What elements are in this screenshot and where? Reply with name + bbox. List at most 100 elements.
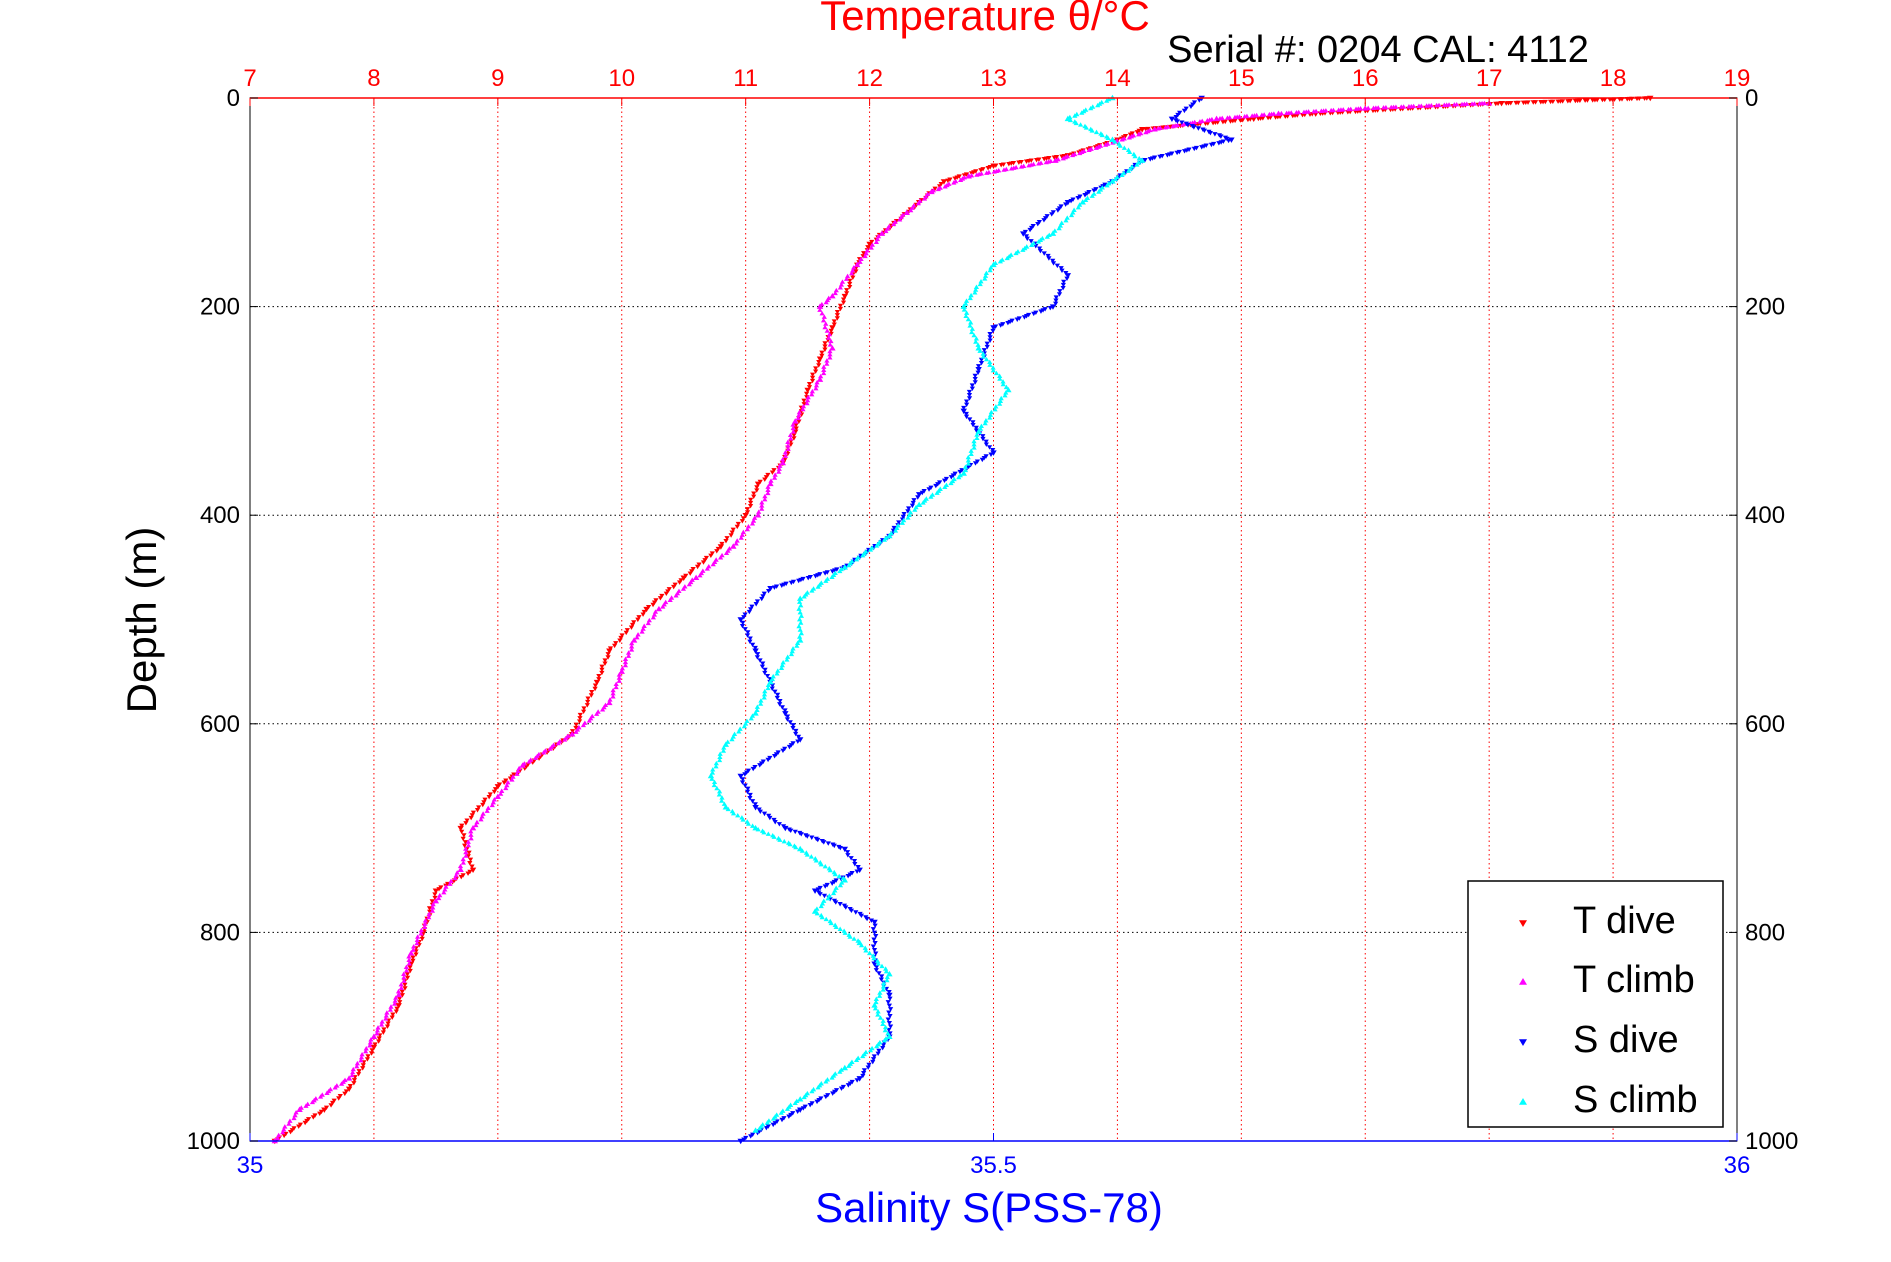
data-point (973, 336, 979, 341)
data-point (602, 658, 608, 663)
depth-tick-label-left: 200 (200, 294, 240, 321)
data-point (713, 760, 719, 766)
x-axis-title-salinity: Salinity S(PSS-78) (815, 1184, 1163, 1231)
legend-marker-s-climb (1519, 1098, 1527, 1105)
data-point (1157, 154, 1163, 160)
data-point (813, 366, 819, 371)
data-point (993, 370, 1000, 376)
data-point (395, 988, 402, 994)
data-point (1033, 158, 1040, 163)
data-point (713, 763, 719, 769)
data-point (1072, 113, 1078, 118)
data-point (823, 916, 829, 922)
data-point (401, 974, 407, 980)
data-point (965, 461, 971, 466)
data-point (886, 532, 893, 539)
data-point (990, 328, 996, 334)
data-point (1255, 116, 1261, 122)
data-point (1572, 98, 1578, 104)
data-point (1044, 234, 1050, 239)
data-point (829, 325, 836, 331)
data-point (884, 977, 890, 983)
temperature-tick-label: 15 (1228, 65, 1255, 92)
data-point (822, 571, 828, 576)
data-point (1060, 155, 1066, 161)
data-point (826, 335, 832, 340)
data-point (370, 1044, 378, 1051)
data-point (984, 344, 990, 350)
data-point (396, 996, 403, 1002)
data-point (805, 575, 811, 581)
data-point (351, 1078, 358, 1083)
data-point (581, 709, 587, 715)
data-point (775, 668, 781, 673)
data-point (1091, 188, 1097, 193)
data-point (404, 972, 410, 977)
data-point (975, 342, 981, 347)
data-point (1028, 239, 1034, 244)
data-point (1023, 159, 1030, 164)
data-point (737, 773, 744, 780)
data-point (972, 461, 979, 466)
data-point (827, 342, 833, 347)
data-point (1259, 112, 1265, 117)
data-point (478, 816, 484, 822)
data-point (880, 1046, 886, 1051)
data-point (599, 670, 605, 676)
data-point (782, 453, 789, 458)
data-point (629, 622, 636, 628)
data-point (972, 380, 978, 385)
data-point (974, 172, 980, 177)
data-point (704, 566, 710, 571)
data-point (385, 1021, 391, 1026)
data-point (650, 602, 656, 608)
data-point (418, 927, 424, 933)
data-point (928, 494, 934, 499)
data-point (735, 812, 741, 818)
data-point (874, 1043, 880, 1049)
data-point (764, 1120, 770, 1125)
data-point (422, 921, 428, 926)
data-point (969, 326, 975, 331)
data-point (793, 844, 799, 850)
data-point (853, 261, 861, 268)
data-point (798, 620, 804, 625)
data-point (822, 884, 828, 889)
data-point (468, 835, 474, 841)
data-point (906, 506, 912, 511)
data-point (881, 980, 887, 986)
data-point (1195, 126, 1201, 131)
data-point (728, 533, 734, 538)
data-point (872, 941, 878, 946)
data-point (810, 372, 816, 377)
data-point (1053, 295, 1059, 300)
data-point (1282, 114, 1288, 119)
data-point (1049, 212, 1055, 217)
data-point (998, 323, 1004, 328)
data-point (1180, 122, 1186, 127)
data-point (827, 351, 833, 357)
data-point (432, 895, 438, 901)
data-point (1103, 142, 1109, 147)
data-point (836, 873, 842, 879)
data-point (819, 353, 825, 359)
data-point (463, 853, 469, 858)
data-point (875, 958, 881, 963)
data-point (1008, 166, 1015, 171)
data-point (390, 1012, 396, 1017)
data-point (358, 1054, 365, 1060)
data-point (880, 987, 886, 992)
legend-item-t-climb: T climb (1519, 959, 1695, 1001)
data-point (883, 968, 889, 974)
data-point (586, 718, 592, 723)
data-point (881, 537, 888, 542)
data-point (740, 620, 746, 626)
data-point (779, 1117, 785, 1123)
data-point (823, 299, 829, 305)
data-point (860, 553, 866, 558)
data-point (392, 998, 398, 1003)
data-point (738, 535, 744, 540)
data-point (825, 841, 831, 846)
data-point (389, 1015, 395, 1020)
data-point (787, 432, 794, 438)
